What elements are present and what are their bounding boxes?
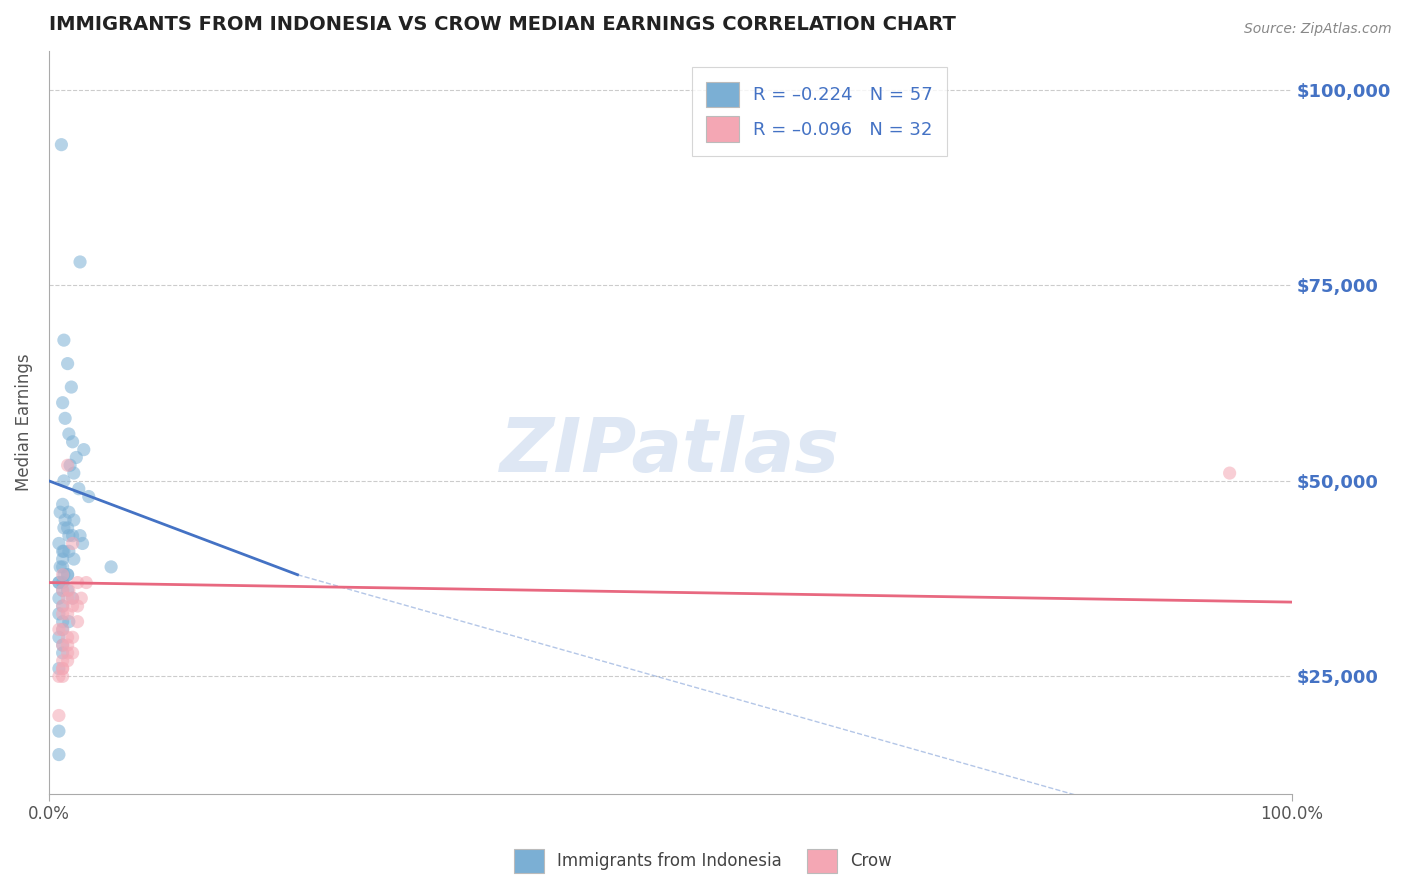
- Point: [73, 442, 96, 457]
- Point: [52, 662, 75, 676]
- Point: [52, 544, 75, 558]
- Point: [100, 560, 122, 574]
- Point: [56, 521, 79, 535]
- Point: [67, 482, 90, 496]
- Point: [66, 599, 89, 613]
- Point: [56, 567, 79, 582]
- Point: [56, 357, 79, 371]
- Point: [53, 513, 76, 527]
- Point: [52, 567, 75, 582]
- Point: [52, 552, 75, 566]
- Point: [56, 654, 79, 668]
- Point: [58, 505, 80, 519]
- Point: [52, 662, 75, 676]
- Point: [48, 623, 70, 637]
- Point: [48, 630, 70, 644]
- Legend: R = –0.224   N = 57, R = –0.096   N = 32: R = –0.224 N = 57, R = –0.096 N = 32: [692, 67, 948, 156]
- Point: [72, 536, 94, 550]
- Point: [63, 466, 86, 480]
- Legend: Immigrants from Indonesia, Crow: Immigrants from Indonesia, Crow: [508, 842, 898, 880]
- Point: [52, 599, 75, 613]
- Point: [52, 497, 75, 511]
- Point: [48, 536, 70, 550]
- Point: [63, 552, 86, 566]
- Text: Source: ZipAtlas.com: Source: ZipAtlas.com: [1244, 22, 1392, 37]
- Point: [62, 630, 84, 644]
- Point: [53, 411, 76, 425]
- Point: [62, 599, 84, 613]
- Point: [48, 669, 70, 683]
- Point: [59, 458, 82, 473]
- Point: [65, 450, 87, 465]
- Point: [56, 591, 79, 606]
- Point: [66, 615, 89, 629]
- Point: [56, 607, 79, 621]
- Point: [1219, 466, 1241, 480]
- Y-axis label: Median Earnings: Median Earnings: [15, 353, 32, 491]
- Point: [56, 458, 79, 473]
- Point: [52, 623, 75, 637]
- Point: [58, 615, 80, 629]
- Point: [52, 615, 75, 629]
- Point: [56, 646, 79, 660]
- Point: [52, 474, 75, 488]
- Point: [52, 544, 75, 558]
- Point: [62, 434, 84, 449]
- Text: IMMIGRANTS FROM INDONESIA VS CROW MEDIAN EARNINGS CORRELATION CHART: IMMIGRANTS FROM INDONESIA VS CROW MEDIAN…: [49, 15, 956, 34]
- Point: [77, 490, 100, 504]
- Point: [48, 662, 70, 676]
- Point: [48, 591, 70, 606]
- Point: [52, 599, 75, 613]
- Point: [49, 505, 72, 519]
- Point: [58, 427, 80, 442]
- Point: [62, 591, 84, 606]
- Point: [52, 646, 75, 660]
- Point: [58, 583, 80, 598]
- Point: [52, 583, 75, 598]
- Point: [52, 333, 75, 347]
- Point: [62, 646, 84, 660]
- Point: [48, 747, 70, 762]
- Point: [49, 560, 72, 574]
- Point: [56, 583, 79, 598]
- Point: [56, 638, 79, 652]
- Point: [75, 575, 97, 590]
- Point: [52, 575, 75, 590]
- Point: [52, 638, 75, 652]
- Point: [51, 137, 73, 152]
- Point: [52, 654, 75, 668]
- Point: [48, 575, 70, 590]
- Point: [52, 395, 75, 409]
- Point: [62, 536, 84, 550]
- Point: [62, 591, 84, 606]
- Point: [52, 638, 75, 652]
- Point: [69, 528, 91, 542]
- Point: [60, 380, 83, 394]
- Point: [48, 575, 70, 590]
- Point: [70, 591, 93, 606]
- Point: [52, 623, 75, 637]
- Point: [63, 513, 86, 527]
- Point: [62, 528, 84, 542]
- Point: [48, 607, 70, 621]
- Point: [52, 560, 75, 574]
- Point: [56, 630, 79, 644]
- Point: [52, 583, 75, 598]
- Point: [48, 708, 70, 723]
- Point: [48, 724, 70, 739]
- Point: [52, 669, 75, 683]
- Point: [52, 567, 75, 582]
- Point: [69, 255, 91, 269]
- Point: [52, 521, 75, 535]
- Point: [66, 575, 89, 590]
- Point: [58, 544, 80, 558]
- Point: [52, 607, 75, 621]
- Point: [56, 567, 79, 582]
- Text: ZIPatlas: ZIPatlas: [501, 416, 841, 489]
- Point: [58, 528, 80, 542]
